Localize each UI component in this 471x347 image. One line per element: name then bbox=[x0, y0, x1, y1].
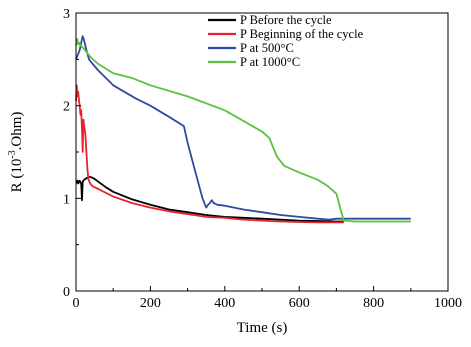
x-axis-label: Time (s) bbox=[237, 320, 288, 336]
x-tick-label: 600 bbox=[289, 296, 310, 311]
series-line-2 bbox=[75, 84, 344, 224]
x-tick-label: 400 bbox=[214, 296, 235, 311]
y-tick-label: 1 bbox=[63, 192, 70, 207]
series-line-1 bbox=[75, 176, 344, 223]
y-tick-label: 0 bbox=[63, 285, 70, 300]
x-tick-label: 800 bbox=[363, 296, 384, 311]
y-tick-label: 3 bbox=[63, 7, 70, 22]
x-tick-label: 0 bbox=[73, 296, 80, 311]
y-axis-label-prefix: R (10 bbox=[9, 159, 25, 193]
y-axis-label-suffix: .Ohm) bbox=[9, 112, 25, 151]
legend-label-1: P Before the cycle bbox=[240, 13, 332, 27]
ticks-layer: 0 200 400 600 800 1000 0 1 2 3 bbox=[63, 7, 462, 311]
legend-label-4: P at 1000°C bbox=[240, 55, 300, 69]
x-tick-label: 1000 bbox=[434, 296, 462, 311]
y-tick-label: 2 bbox=[63, 100, 70, 115]
y-axis-label: R (10-3.Ohm) bbox=[7, 112, 25, 193]
x-tick-label: 200 bbox=[140, 296, 161, 311]
legend-label-3: P at 500°C bbox=[240, 41, 294, 55]
series-line-4 bbox=[75, 38, 411, 223]
series-layer bbox=[75, 35, 411, 224]
legend-label-2: P Beginning of the cycle bbox=[240, 27, 364, 41]
y-axis-label-exponent: -3 bbox=[7, 150, 18, 158]
